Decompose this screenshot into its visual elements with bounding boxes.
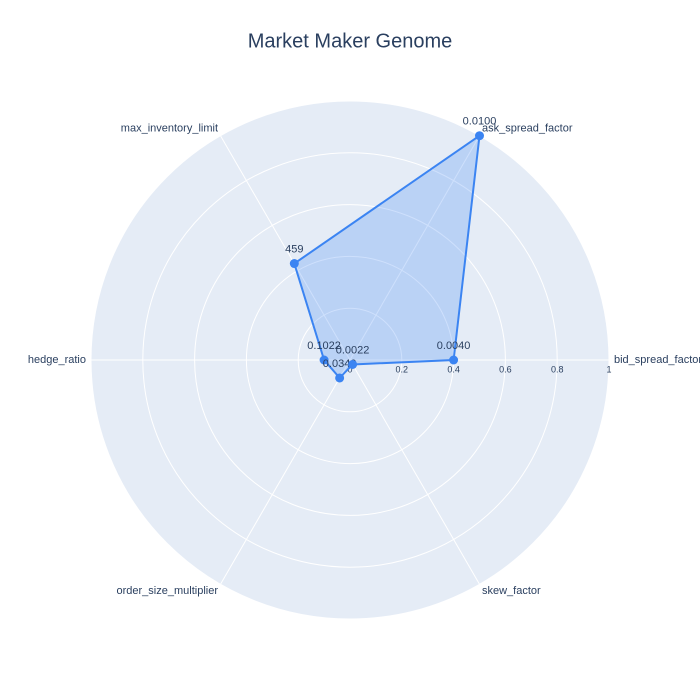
category-label: max_inventory_limit — [121, 123, 218, 135]
point-label: 459 — [285, 243, 303, 255]
point-label: 0.0340 — [323, 358, 357, 370]
radar-point — [475, 131, 484, 141]
point-label: 0.1022 — [307, 340, 341, 352]
radar-point — [289, 259, 299, 269]
r-tick-label: 0.6 — [499, 364, 512, 374]
category-label: skew_factor — [482, 585, 541, 597]
r-tick-label: 1 — [606, 364, 611, 374]
r-tick-label: 0 — [347, 364, 352, 374]
category-label: ask_spread_factor — [482, 123, 573, 135]
chart-title: Market Maker Genome — [248, 30, 453, 52]
angular-grid-line — [220, 135, 351, 361]
angular-grid-line — [349, 359, 480, 585]
radar-point — [335, 373, 345, 383]
angular-grid-line — [220, 359, 351, 585]
r-tick-label: 0.4 — [447, 364, 460, 374]
point-label: 0.0022 — [336, 344, 370, 356]
r-tick-label: 0.2 — [396, 364, 409, 374]
point-label: 0.0100 — [463, 116, 497, 128]
r-tick-label: 0.8 — [551, 364, 564, 374]
radar-point — [348, 359, 358, 369]
point-label: 0.0040 — [437, 340, 471, 352]
radar-point — [449, 355, 459, 365]
category-label: bid_spread_factor — [614, 354, 700, 366]
angular-grid-line — [349, 135, 480, 361]
category-label: hedge_ratio — [28, 354, 86, 366]
category-label: order_size_multiplier — [117, 585, 219, 597]
radar-point — [319, 355, 329, 365]
